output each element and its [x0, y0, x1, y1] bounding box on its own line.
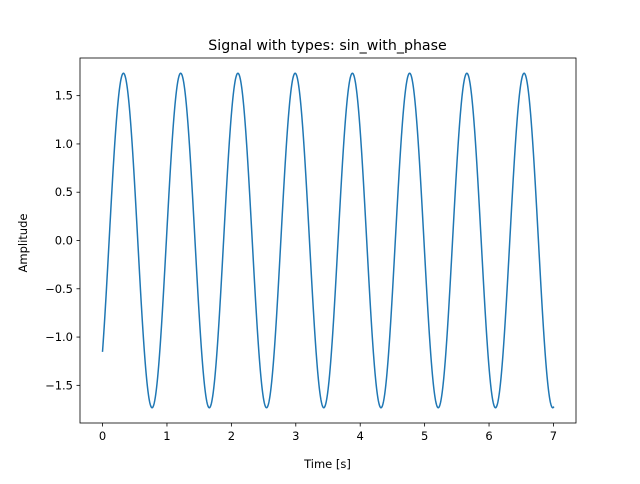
chart-title: Signal with types: sin_with_phase	[208, 38, 447, 54]
y-tick-label: 1.5	[55, 89, 73, 103]
plot-area	[101, 72, 555, 409]
x-axis-label: Time [s]	[303, 457, 351, 471]
axes: 0 1 2 3 4 5 6 7 −1.5 −1.0 −0.5 0.0 0.5 1.0 1.5	[45, 57, 577, 443]
y-tick-label: −0.5	[45, 282, 73, 296]
y-axis-label: Amplitude	[16, 214, 30, 273]
y-tick-label: 0.5	[55, 185, 73, 199]
x-tick-label: 7	[550, 429, 557, 443]
y-tick-label: −1.5	[45, 378, 73, 392]
x-tick-label: 2	[228, 429, 235, 443]
x-tick-label: 5	[421, 429, 428, 443]
x-tick-label: 1	[163, 429, 170, 443]
y-tick-label: 1.0	[55, 137, 73, 151]
y-tick-label: 0.0	[55, 234, 73, 248]
y-tick-label: −1.0	[45, 330, 73, 344]
x-tick-label: 3	[292, 429, 299, 443]
x-tick-label: 4	[357, 429, 364, 443]
series-line-0	[101, 72, 555, 409]
x-tick-label: 0	[99, 429, 106, 443]
x-tick-label: 6	[485, 429, 492, 443]
